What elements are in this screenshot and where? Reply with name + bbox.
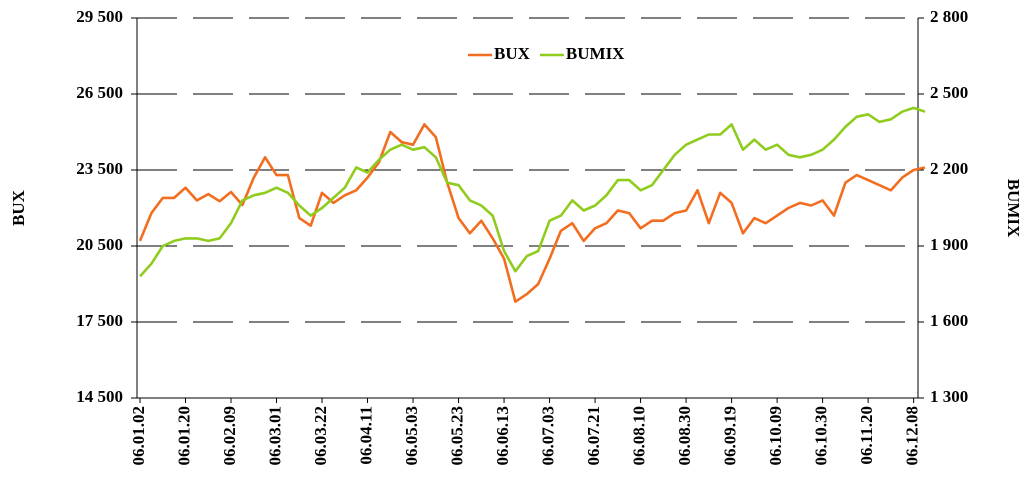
y2-tick-label: 2 500 xyxy=(930,83,968,102)
x-tick-label: 06.05.03 xyxy=(402,406,421,466)
y-tick-label: 26 500 xyxy=(76,83,123,102)
y-tick-label: 17 500 xyxy=(76,311,123,330)
y-axis-title: BUX xyxy=(9,189,28,226)
x-tick-label: 06.10.30 xyxy=(812,406,831,466)
y2-tick-label: 2 800 xyxy=(930,7,968,26)
x-tick-label: 06.03.22 xyxy=(311,406,330,466)
y-tick-label: 23 500 xyxy=(76,159,123,178)
x-tick-label: 06.08.10 xyxy=(629,406,648,466)
x-tick-label: 06.07.21 xyxy=(584,406,603,466)
x-tick-label: 06.11.20 xyxy=(857,406,876,465)
x-tick-label: 06.01.02 xyxy=(129,406,148,466)
y2-tick-label: 1 900 xyxy=(930,235,968,254)
legend-label: BUMIX xyxy=(566,44,625,63)
x-tick-label: 06.01.20 xyxy=(174,406,193,466)
y2-tick-label: 1 300 xyxy=(930,387,968,406)
series-line xyxy=(138,123,926,303)
x-tick-label: 06.03.01 xyxy=(265,406,284,466)
x-tick-label: 06.07.03 xyxy=(538,406,557,466)
series-line xyxy=(139,106,926,278)
x-tick-label: 06.05.23 xyxy=(447,406,466,466)
y2-tick-label: 1 600 xyxy=(930,311,968,330)
y-tick-label: 29 500 xyxy=(76,7,123,26)
x-tick-label: 06.02.09 xyxy=(220,406,239,466)
x-tick-label: 06.09.19 xyxy=(721,406,740,466)
y2-tick-label: 2 200 xyxy=(930,159,968,178)
legend-label: BUX xyxy=(494,44,531,63)
x-tick-label: 06.10.09 xyxy=(766,406,785,466)
x-tick-label: 06.04.11 xyxy=(356,406,375,465)
x-tick-label: 06.06.13 xyxy=(493,406,512,466)
x-tick-label: 06.12.08 xyxy=(903,406,922,466)
y2-axis-title: BUMIX xyxy=(1004,179,1023,238)
x-tick-label: 06.08.30 xyxy=(675,406,694,466)
y-tick-label: 20 500 xyxy=(76,235,123,254)
y-tick-label: 14 500 xyxy=(76,387,123,406)
